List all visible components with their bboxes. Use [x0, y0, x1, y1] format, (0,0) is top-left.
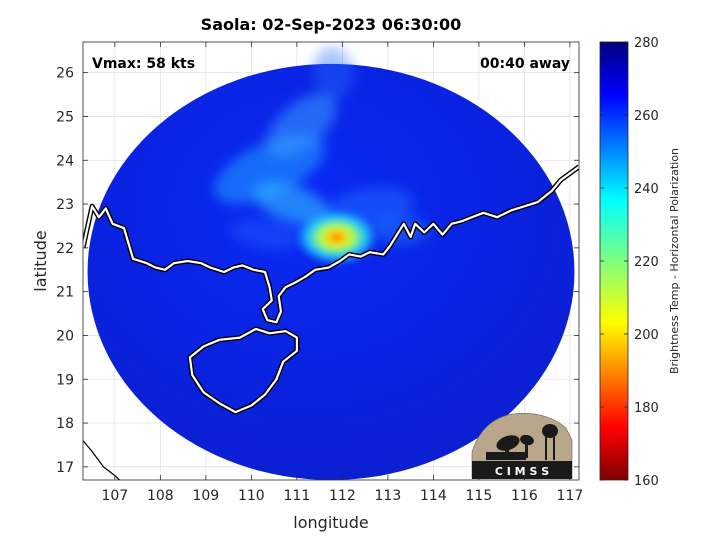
- colorbar: [599, 41, 629, 481]
- vietnam-coast: [83, 440, 121, 480]
- satellite-swath: [87, 46, 575, 480]
- colorbar-tick-label: 160: [634, 474, 659, 489]
- rain-band: [313, 46, 354, 99]
- vmax-annotation: Vmax: 58 kts: [92, 56, 195, 72]
- x-tick-label: 109: [192, 488, 219, 504]
- hainan-coast: [188, 327, 298, 414]
- swath-disk: [87, 63, 575, 480]
- colorbar-label: Brightness Temp - Horizontal Polarizatio…: [668, 148, 681, 374]
- colorbar-ticks: 160 180 200 220 240 260 280: [600, 36, 659, 489]
- x-axis: 107 108 109 110 111 112 113 114 115 116 117: [101, 42, 583, 504]
- storm-core: [294, 209, 379, 266]
- x-tick-label: 107: [101, 488, 128, 504]
- plot-frame: [82, 41, 580, 481]
- y-tick-label: 23: [56, 197, 74, 213]
- y-tick-label: 26: [56, 66, 74, 82]
- y-tick-label: 17: [56, 460, 74, 476]
- y-tick-label: 25: [56, 109, 74, 125]
- x-tick-label: 115: [466, 488, 493, 504]
- cimss-logo: C I M S S: [471, 413, 573, 479]
- x-tick-label: 113: [375, 488, 402, 504]
- mainland-coast: [83, 165, 579, 324]
- colorbar-tick-label: 180: [634, 401, 659, 416]
- x-tick-label: 117: [557, 488, 584, 504]
- y-tick-label: 21: [56, 285, 74, 301]
- colorbar-tick-label: 280: [634, 36, 659, 51]
- y-tick-label: 18: [56, 416, 74, 432]
- colorbar-tick-label: 240: [634, 182, 659, 197]
- cimss-logo-text: C I M S S: [495, 465, 549, 478]
- colorbar-tick-label: 200: [634, 328, 659, 343]
- x-tick-label: 116: [511, 488, 538, 504]
- rain-band: [230, 219, 300, 250]
- y-tick-label: 22: [56, 241, 74, 257]
- x-tick-label: 111: [284, 488, 311, 504]
- x-axis-label: longitude: [293, 513, 368, 532]
- x-tick-label: 112: [329, 488, 356, 504]
- colorbar-tick-label: 220: [634, 255, 659, 270]
- rain-band: [266, 93, 337, 158]
- x-tick-label: 108: [147, 488, 174, 504]
- y-tick-label: 19: [56, 372, 74, 388]
- x-tick-label: 114: [420, 488, 447, 504]
- y-tick-label: 20: [56, 328, 74, 344]
- x-tick-label: 110: [238, 488, 265, 504]
- coastline: [83, 164, 579, 480]
- colorbar-tick-label: 260: [634, 109, 659, 124]
- y-axis-label: latitude: [31, 230, 50, 291]
- y-tick-label: 24: [56, 153, 74, 169]
- y-axis: 17 18 19 20 21 22 23 24 25 26: [56, 66, 579, 476]
- chart-title: Saola: 02-Sep-2023 06:30:00: [201, 15, 462, 34]
- time-away-annotation: 00:40 away: [480, 56, 570, 72]
